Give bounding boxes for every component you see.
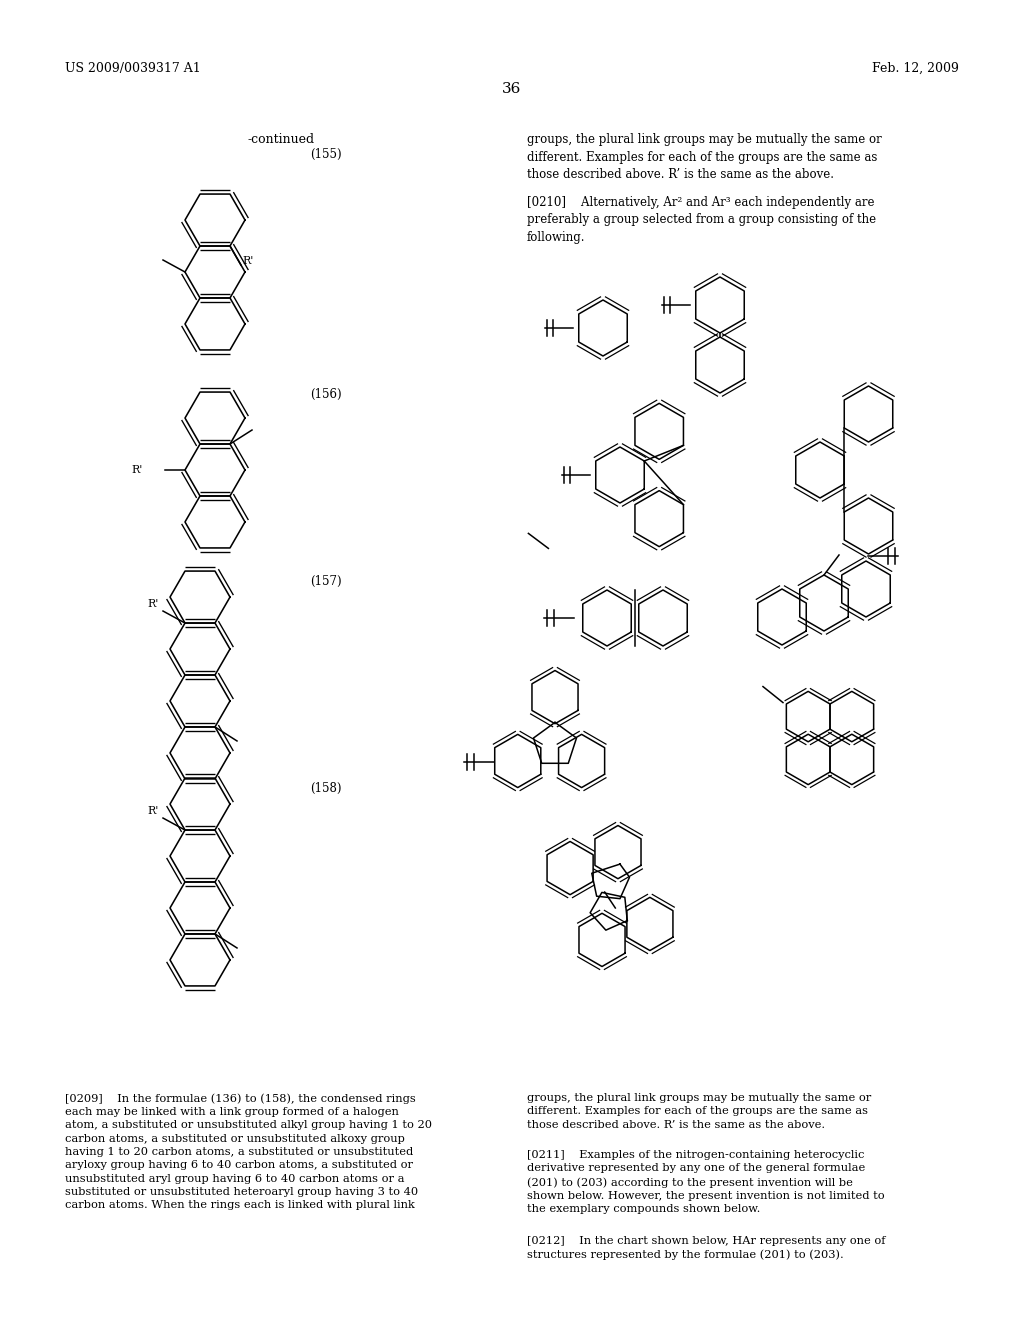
Text: groups, the plural link groups may be mutually the same or
different. Examples f: groups, the plural link groups may be mu…: [527, 1093, 871, 1130]
Text: (157): (157): [310, 576, 342, 587]
Text: [0211]    Examples of the nitrogen-containing heterocyclic
derivative represente: [0211] Examples of the nitrogen-containi…: [527, 1150, 885, 1214]
Text: (158): (158): [310, 781, 341, 795]
Text: (155): (155): [310, 148, 342, 161]
Text: R': R': [242, 256, 253, 267]
Text: 36: 36: [503, 82, 521, 96]
Text: groups, the plural link groups may be mutually the same or
different. Examples f: groups, the plural link groups may be mu…: [527, 133, 882, 181]
Text: Feb. 12, 2009: Feb. 12, 2009: [872, 62, 959, 75]
Text: [0210]    Alternatively, Ar² and Ar³ each independently are
preferably a group s: [0210] Alternatively, Ar² and Ar³ each i…: [527, 195, 877, 244]
Text: R': R': [147, 807, 159, 816]
Text: [0209]    In the formulae (136) to (158), the condensed rings
each may be linked: [0209] In the formulae (136) to (158), t…: [65, 1093, 432, 1210]
Text: R': R': [132, 465, 143, 475]
Text: (156): (156): [310, 388, 342, 401]
Text: R': R': [147, 599, 159, 609]
Text: [0212]    In the chart shown below, HAr represents any one of
structures represe: [0212] In the chart shown below, HAr rep…: [527, 1236, 886, 1261]
Text: US 2009/0039317 A1: US 2009/0039317 A1: [65, 62, 201, 75]
Text: -continued: -continued: [248, 133, 315, 147]
